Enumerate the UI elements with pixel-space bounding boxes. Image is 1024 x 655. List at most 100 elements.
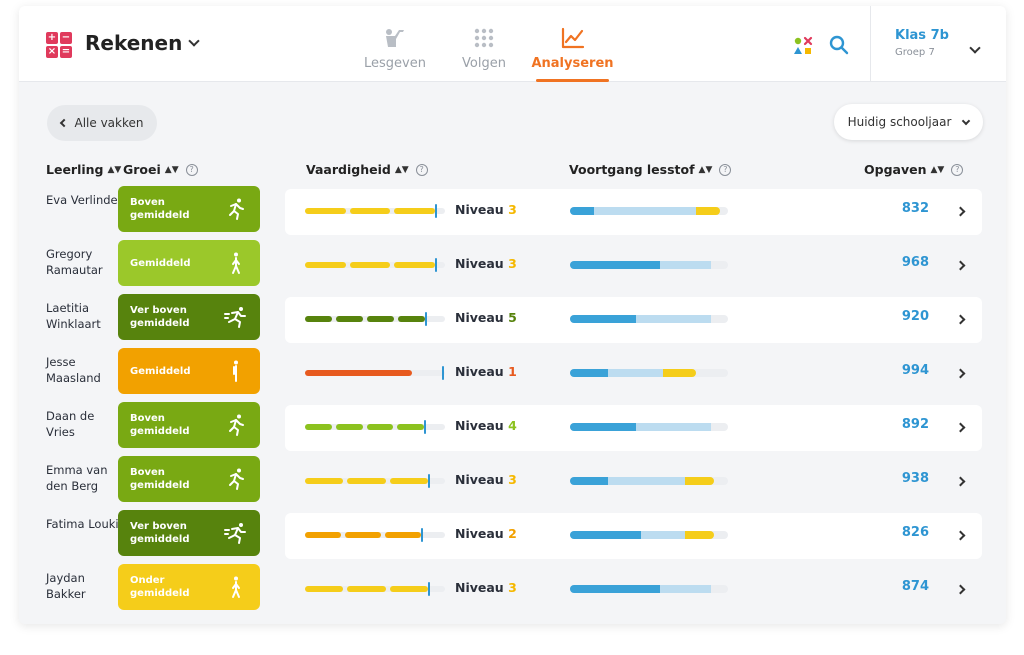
level-prefix: Niveau	[455, 472, 504, 487]
tasks-count[interactable]: 938	[901, 471, 929, 486]
tasks-count[interactable]: 826	[901, 525, 929, 540]
skill-bar-segment	[305, 262, 346, 268]
class-group: Groep 7	[895, 47, 935, 58]
skill-bar	[305, 528, 445, 542]
dots-grid-icon	[474, 26, 494, 50]
tab-volgen[interactable]: Volgen	[460, 6, 508, 82]
skill-target-marker	[421, 528, 423, 542]
skill-bar	[305, 204, 445, 218]
all-subjects-button[interactable]: Alle vakken	[47, 105, 157, 141]
tasks-count[interactable]: 994	[901, 363, 929, 378]
growth-label: Boven gemiddeld	[130, 467, 190, 491]
skill-bar-segment	[389, 586, 428, 592]
table-row[interactable]: Gregory Ramautar Gemiddeld Niveau 3 968	[19, 240, 1006, 292]
progress-done	[570, 315, 637, 323]
tab-lesgeven[interactable]: Lesgeven	[364, 6, 426, 82]
top-bar: + − × = Rekenen Lesgeven Volgen	[19, 6, 1006, 82]
class-switcher[interactable]	[969, 37, 981, 56]
student-name[interactable]: Jaydan Bakker	[46, 571, 86, 601]
table-row[interactable]: Laetitia Winklaart Ver boven gemiddeld N…	[19, 294, 1006, 346]
subject-switcher[interactable]: Rekenen	[85, 31, 201, 55]
column-progress[interactable]: Voortgang lesstof ▲▼?	[569, 162, 732, 177]
tasks-count[interactable]: 874	[901, 579, 929, 594]
class-name[interactable]: Klas 7b	[895, 28, 949, 43]
skill-target-marker	[442, 366, 444, 380]
skill-bar-segment	[397, 424, 424, 430]
skill-target-marker	[428, 582, 430, 596]
progress-done	[570, 261, 661, 269]
tab-lesgeven-label: Lesgeven	[364, 56, 426, 71]
progress-done	[570, 585, 661, 593]
column-growth-label: Groei	[123, 162, 161, 177]
help-icon[interactable]: ?	[951, 163, 964, 176]
growth-label: Boven gemiddeld	[130, 413, 190, 437]
skill-bar-segment	[336, 316, 363, 322]
skill-bar-segment	[335, 424, 363, 430]
column-growth[interactable]: Groei ▲▼?	[123, 162, 198, 177]
tab-analyseren[interactable]: Analyseren	[531, 6, 614, 82]
school-year-select[interactable]: Huidig schooljaar	[834, 104, 983, 140]
growth-figure-icon	[224, 251, 248, 275]
table-row[interactable]: Eva Verlinden Boven gemiddeld Niveau 3 8…	[19, 186, 1006, 238]
table-row[interactable]: Fatima Loukili Ver boven gemiddeld Nivea…	[19, 510, 1006, 562]
help-icon[interactable]: ?	[415, 163, 428, 176]
column-tasks[interactable]: Opgaven ▲▼?	[864, 162, 964, 177]
level-prefix: Niveau	[455, 202, 504, 217]
column-skill[interactable]: Vaardigheid ▲▼?	[306, 162, 428, 177]
skill-bar-segment	[349, 262, 391, 268]
help-icon[interactable]: ?	[185, 163, 198, 176]
skill-level: Niveau 4	[455, 418, 517, 433]
header-divider	[870, 6, 871, 82]
skill-bar-segment	[345, 532, 381, 538]
skill-bar-segment	[394, 208, 435, 214]
search-icon[interactable]	[829, 35, 849, 55]
tasks-count[interactable]: 892	[901, 417, 929, 432]
help-icon[interactable]: ?	[719, 163, 732, 176]
student-name[interactable]: Jesse Maasland	[46, 355, 101, 385]
rekenen-logo-icon: + − × =	[46, 32, 72, 58]
sort-icon: ▲▼	[164, 164, 179, 175]
progress-bar	[570, 423, 728, 431]
sort-icon: ▲▼	[930, 164, 945, 175]
skill-bar	[305, 258, 445, 272]
growth-badge: Ver boven gemiddeld	[118, 294, 260, 340]
growth-badge: Boven gemiddeld	[118, 456, 260, 502]
progress-extra	[685, 531, 714, 539]
table-row[interactable]: Jesse Maasland Gemiddeld Niveau 1 994	[19, 348, 1006, 400]
table-row[interactable]: Emma van den Berg Boven gemiddeld Niveau…	[19, 456, 1006, 508]
level-number: 2	[508, 526, 517, 541]
progress-done	[570, 423, 637, 431]
progress-extra	[663, 369, 697, 377]
skill-bar-segment	[305, 586, 344, 592]
student-name[interactable]: Emma van den Berg	[46, 463, 108, 493]
progress-extra	[685, 477, 714, 485]
skill-bar-segment	[366, 424, 394, 430]
student-name[interactable]: Laetitia Winklaart	[46, 301, 101, 331]
level-prefix: Niveau	[455, 364, 504, 379]
column-student[interactable]: Leerling ▲▼	[46, 162, 121, 177]
logo-minus: −	[60, 32, 72, 44]
skill-bar	[305, 312, 445, 326]
skill-level: Niveau 3	[455, 580, 517, 595]
growth-badge: Gemiddeld	[118, 240, 260, 286]
skill-level: Niveau 3	[455, 202, 517, 217]
table-row[interactable]: Jaydan Bakker Onder gemiddeld Niveau 3 8…	[19, 564, 1006, 616]
tasks-count[interactable]: 920	[901, 309, 929, 324]
tab-volgen-label: Volgen	[462, 56, 506, 71]
table-row[interactable]: Daan de Vries Boven gemiddeld Niveau 4 8…	[19, 402, 1006, 454]
skill-bar	[305, 582, 445, 596]
growth-figure-icon	[224, 521, 248, 545]
student-name[interactable]: Gregory Ramautar	[46, 247, 103, 277]
student-name[interactable]: Daan de Vries	[46, 409, 95, 439]
tab-analyseren-label: Analyseren	[531, 56, 614, 71]
tasks-count[interactable]: 832	[901, 201, 929, 216]
logo-times: ×	[46, 46, 58, 58]
progress-planned	[641, 531, 686, 539]
skill-bar-segment	[389, 478, 428, 484]
student-name[interactable]: Fatima Loukili	[46, 517, 125, 531]
tasks-count[interactable]: 968	[901, 255, 929, 270]
math-apps-icon[interactable]	[793, 36, 813, 56]
skill-bar-segment	[367, 316, 394, 322]
student-name[interactable]: Eva Verlinden	[46, 193, 125, 207]
column-progress-label: Voortgang lesstof	[569, 162, 695, 177]
